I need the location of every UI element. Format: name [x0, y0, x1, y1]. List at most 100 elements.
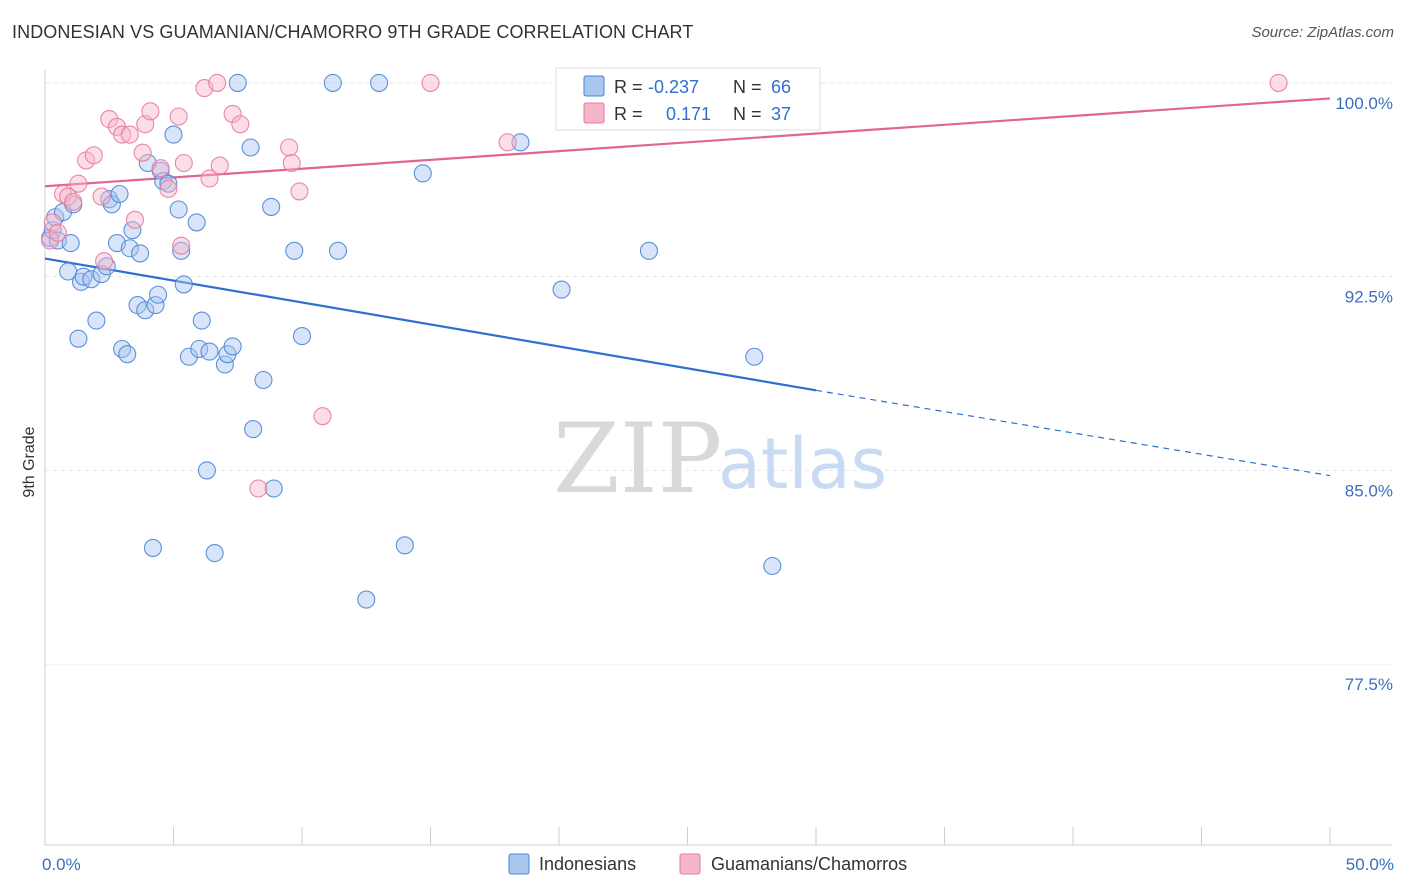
watermark-zip: ZIP — [553, 403, 722, 515]
legend: R = -0.237 N = 66 R = 0.171 N = 37 — [555, 67, 821, 131]
x-tick-label-max: 50.0% — [1346, 855, 1394, 874]
indonesian-point — [264, 479, 283, 498]
bottom-legend: Indonesians Guamanians/Chamorros — [508, 853, 907, 875]
trend-lines — [44, 97, 1331, 477]
indonesian-point — [223, 337, 242, 356]
guamanian-point — [84, 146, 103, 165]
indonesian-point — [159, 174, 178, 193]
guamanian-point — [159, 179, 178, 198]
guamanian-point — [282, 153, 301, 173]
guamanian-point — [210, 156, 229, 175]
indonesian-point — [190, 339, 209, 359]
indonesian-point — [413, 164, 432, 183]
guamanian-point — [231, 115, 250, 134]
y-tick-labels: 77.5% 85.0% 92.5% 100.0% — [1335, 94, 1393, 694]
indonesian-point — [241, 138, 260, 157]
indonesian-point — [197, 461, 216, 480]
indonesian-point — [143, 538, 162, 557]
guamanian-point — [95, 252, 114, 271]
indonesian-point — [285, 241, 304, 260]
indonesian-point — [228, 73, 247, 92]
bottom-legend-swatch-indonesians — [508, 853, 530, 875]
guamanian-point — [141, 102, 160, 121]
indonesian-point — [192, 311, 211, 330]
legend-n-label-1: N = — [733, 77, 762, 97]
indonesian-point — [395, 536, 414, 555]
indonesian-point — [370, 73, 389, 92]
bottom-legend-label-guamanians: Guamanians/Chamorros — [711, 854, 907, 874]
legend-r-value-1: -0.237 — [648, 77, 699, 97]
indonesian-point — [763, 556, 782, 576]
indonesian-point — [639, 241, 659, 260]
indonesian-point — [323, 73, 342, 92]
guamanian-point — [120, 125, 139, 144]
guamanian-point — [69, 174, 88, 193]
guamanian-point — [43, 213, 62, 232]
guamanian-point — [113, 125, 132, 144]
indonesian-point — [244, 420, 263, 439]
source-label: Source: ZipAtlas.com — [1251, 24, 1394, 41]
indonesian-point — [262, 197, 281, 216]
guamanian-point — [41, 231, 60, 250]
legend-n-label-2: N = — [733, 104, 762, 124]
watermark-atlas: atlas — [718, 423, 887, 505]
indonesian-point — [113, 339, 132, 359]
data-points — [41, 73, 1288, 609]
indonesian-point — [123, 221, 142, 240]
indonesian-point — [187, 213, 206, 232]
guamanian-point — [151, 159, 170, 178]
y-tick-label: 85.0% — [1345, 481, 1393, 500]
indonesian-point — [82, 270, 101, 289]
guamanian-point — [498, 133, 517, 152]
guamanian-point — [1269, 73, 1288, 92]
x-tick-label-min: 0.0% — [42, 855, 81, 874]
legend-swatch-guamanians — [583, 102, 605, 124]
guamanian-point — [313, 407, 332, 426]
indonesian-point — [118, 345, 137, 364]
indonesian-point — [172, 241, 191, 260]
y-axis-label: 9th Grade — [21, 426, 38, 497]
bottom-legend-swatch-guamanians — [679, 853, 701, 875]
y-tick-label: 92.5% — [1345, 288, 1393, 307]
guamanian-point — [64, 192, 83, 211]
indonesian-point — [179, 347, 198, 366]
y-tick-label: 100.0% — [1335, 94, 1393, 113]
indonesian-point — [254, 370, 273, 390]
indonesian-point — [200, 342, 219, 361]
indonesian-point — [131, 244, 150, 263]
guamanian-point — [280, 138, 299, 157]
indonesian-point — [120, 239, 139, 258]
indonesian-point — [61, 234, 80, 253]
legend-n-value-2: 37 — [771, 104, 791, 124]
guamanian-point — [59, 187, 78, 206]
guamanian-point — [200, 169, 219, 188]
guamanian-point — [125, 210, 144, 229]
legend-n-value-1: 66 — [771, 77, 791, 97]
indonesian-point — [169, 200, 188, 219]
guamanian-point — [249, 479, 268, 498]
guamanian-point — [100, 110, 119, 129]
guamanian-point — [421, 73, 440, 92]
indonesian-point — [69, 329, 88, 348]
axes — [44, 70, 1392, 846]
indonesian-point — [357, 590, 376, 609]
guamanian-point — [48, 223, 67, 242]
indonesian-point — [511, 133, 530, 152]
indonesian-point — [102, 195, 121, 214]
guamanian-point — [223, 104, 242, 123]
legend-r-value-2: 0.171 — [666, 104, 711, 124]
guamanian-point — [208, 73, 227, 92]
y-tick-label: 77.5% — [1345, 675, 1393, 694]
guamanian-point — [174, 153, 193, 173]
guamanian-point — [92, 187, 111, 206]
indonesian-point — [552, 280, 571, 299]
indonesian-point — [71, 272, 91, 291]
trend-line-indonesians — [44, 257, 817, 392]
watermark: ZIP atlas — [553, 403, 887, 515]
indonesian-point — [745, 347, 764, 366]
indonesian-point — [97, 257, 116, 276]
indonesian-point — [205, 544, 224, 563]
indonesian-point — [136, 301, 155, 320]
indonesian-point — [87, 311, 106, 330]
